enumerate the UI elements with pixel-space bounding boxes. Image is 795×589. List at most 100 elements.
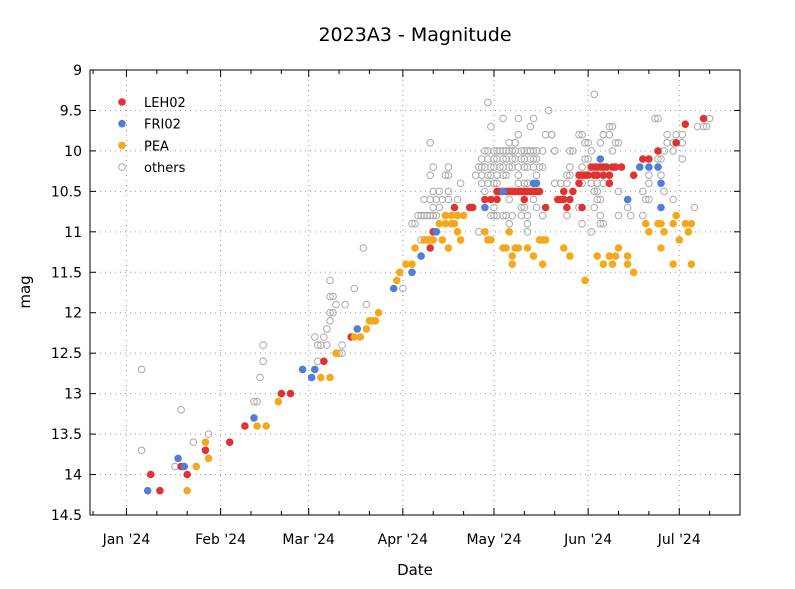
data-point-leh02 bbox=[468, 203, 477, 212]
data-point-others bbox=[426, 139, 435, 147]
data-point-leh02 bbox=[605, 179, 614, 188]
data-point-pea bbox=[201, 438, 210, 447]
data-point-pea bbox=[262, 422, 271, 430]
data-point-others bbox=[505, 195, 514, 204]
data-point-leh02 bbox=[569, 187, 577, 196]
data-point-others bbox=[420, 211, 428, 220]
data-point-fri02 bbox=[307, 373, 316, 382]
data-point-others bbox=[326, 276, 334, 285]
data-point-pea bbox=[408, 260, 416, 269]
data-point-others bbox=[444, 171, 453, 179]
data-point-others bbox=[581, 155, 589, 163]
legend-marker-leh02 bbox=[118, 98, 126, 106]
data-point-leh02 bbox=[629, 171, 638, 179]
x-tick-label: Mar '24 bbox=[282, 532, 335, 548]
data-point-pea bbox=[560, 244, 568, 252]
legend-label-pea: PEA bbox=[144, 139, 169, 154]
data-point-pea bbox=[623, 252, 632, 260]
data-point-pea bbox=[350, 333, 359, 341]
y-axis-label: mag bbox=[16, 275, 34, 308]
y-tick-label: 9.5 bbox=[60, 103, 82, 119]
data-point-leh02 bbox=[277, 389, 286, 398]
data-point-others bbox=[359, 244, 368, 252]
data-point-others bbox=[496, 163, 504, 171]
data-point-others bbox=[547, 130, 556, 139]
data-point-others bbox=[411, 219, 419, 228]
legend: LEH02 FRI02 PEA others bbox=[118, 96, 186, 176]
data-point-others bbox=[499, 163, 507, 171]
data-point-pea bbox=[253, 422, 261, 430]
data-point-others bbox=[575, 130, 583, 139]
data-point-others bbox=[508, 155, 517, 163]
data-point-pea bbox=[438, 236, 447, 244]
data-point-others bbox=[481, 163, 489, 171]
data-point-pea bbox=[672, 211, 680, 220]
data-point-pea bbox=[362, 325, 371, 333]
data-point-fri02 bbox=[298, 365, 307, 374]
data-point-leh02 bbox=[201, 446, 210, 455]
data-point-others bbox=[453, 195, 462, 204]
data-point-pea bbox=[444, 244, 453, 252]
data-point-pea bbox=[356, 333, 365, 341]
data-point-others bbox=[514, 163, 523, 171]
y-tick-label: 9 bbox=[73, 63, 82, 79]
y-tick-label: 11.5 bbox=[51, 265, 82, 281]
data-point-leh02 bbox=[611, 163, 620, 171]
data-point-others bbox=[532, 171, 541, 179]
data-point-fri02 bbox=[654, 163, 662, 171]
data-point-others bbox=[614, 187, 623, 196]
data-point-leh02 bbox=[183, 470, 191, 479]
data-point-others bbox=[678, 130, 687, 139]
data-point-others bbox=[651, 114, 659, 123]
data-point-others bbox=[323, 341, 331, 349]
axes: 9 9.5 10 10.5 11 11.5 12 12.5 13 13.5 14 14.5 Jan '2… bbox=[51, 63, 740, 548]
data-point-others bbox=[478, 171, 486, 179]
legend-marker-pea bbox=[118, 141, 126, 150]
data-point-others bbox=[508, 211, 517, 220]
data-point-pea bbox=[453, 228, 462, 236]
data-point-others bbox=[490, 163, 498, 171]
data-point-pea bbox=[657, 219, 665, 228]
data-point-others bbox=[441, 171, 450, 179]
data-point-fri02 bbox=[657, 203, 665, 212]
plot-frame bbox=[89, 69, 741, 516]
data-point-leh02 bbox=[481, 195, 489, 204]
data-point-others bbox=[535, 163, 544, 171]
data-point-others bbox=[529, 163, 538, 171]
data-point-others bbox=[177, 406, 185, 414]
data-point-pea bbox=[487, 236, 495, 244]
data-point-pea bbox=[481, 228, 489, 236]
data-point-others bbox=[362, 300, 371, 309]
y-tick-label: 10 bbox=[64, 144, 82, 160]
data-point-others bbox=[508, 147, 517, 155]
data-point-others bbox=[499, 114, 507, 123]
series-others bbox=[137, 90, 714, 471]
data-point-fri02 bbox=[432, 228, 441, 236]
data-point-others bbox=[408, 219, 416, 228]
data-point-pea bbox=[402, 260, 410, 269]
data-point-others bbox=[511, 155, 520, 163]
data-point-leh02 bbox=[493, 195, 501, 204]
data-point-others bbox=[499, 211, 507, 220]
data-point-others bbox=[326, 308, 334, 317]
data-point-others bbox=[487, 171, 495, 179]
data-point-others bbox=[566, 163, 574, 171]
data-point-others bbox=[596, 219, 605, 228]
y-tick-label: 10.5 bbox=[51, 184, 82, 200]
data-point-fri02 bbox=[311, 365, 319, 374]
data-point-others bbox=[414, 211, 422, 220]
data-point-others bbox=[581, 139, 589, 147]
data-point-leh02 bbox=[487, 195, 495, 204]
data-point-pea bbox=[411, 244, 419, 252]
data-point-others bbox=[520, 203, 529, 212]
data-point-pea bbox=[645, 228, 653, 236]
data-point-leh02 bbox=[599, 171, 608, 179]
data-point-others bbox=[605, 122, 614, 131]
data-point-fri02 bbox=[623, 195, 632, 204]
data-point-others bbox=[578, 130, 586, 139]
data-point-others bbox=[523, 163, 532, 171]
data-point-others bbox=[587, 179, 596, 188]
data-point-leh02 bbox=[225, 438, 234, 447]
data-point-others bbox=[508, 163, 517, 171]
